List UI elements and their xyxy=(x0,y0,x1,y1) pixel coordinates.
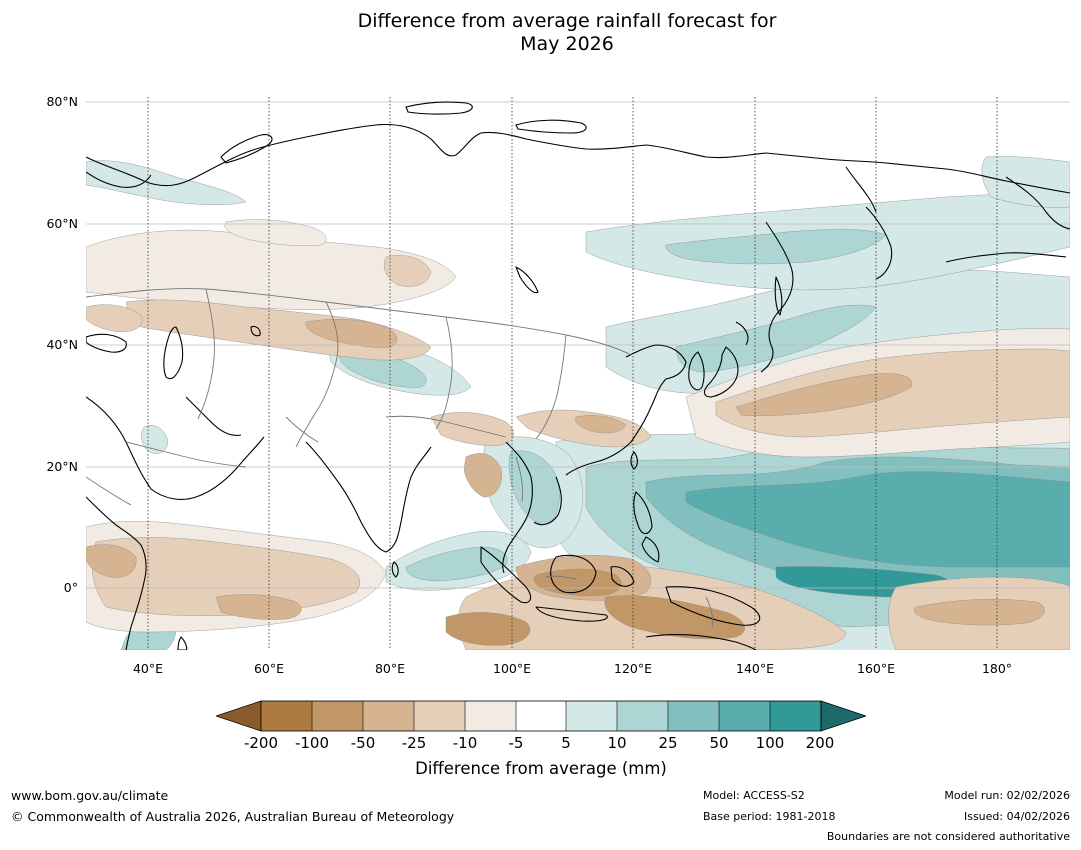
wet-indian-ocean-25 xyxy=(405,546,508,582)
colorbar-bin-6 xyxy=(516,701,566,731)
model-name: Model: ACCESS-S2 xyxy=(703,789,805,802)
colorbar-bin-11 xyxy=(770,701,821,731)
wet-band-pacific-100 xyxy=(685,471,1070,568)
lat-label-80n: 80°N xyxy=(46,94,78,109)
dry-south-china xyxy=(515,409,652,448)
dry-nw-pacific-50 xyxy=(735,373,912,416)
wet-nw-pacific-25 xyxy=(675,304,877,373)
colorbar-tick: -100 xyxy=(294,734,330,752)
country-borders xyxy=(86,288,714,628)
dry-east-africa xyxy=(86,544,137,578)
chart-title: Difference from average rainfall forecas… xyxy=(0,10,1081,56)
copyright-text: © Commonwealth of Australia 2026, Austra… xyxy=(11,809,455,824)
colorbar-tick: -25 xyxy=(401,734,427,752)
gridlines xyxy=(86,101,1070,589)
website-link[interactable]: www.bom.gov.au/climate xyxy=(11,788,169,803)
dry-indonesia-east xyxy=(604,595,745,640)
dry-maritime-continent-100 xyxy=(533,568,622,596)
lon-label-120e: 120°E xyxy=(613,661,653,676)
rainfall-anomaly-map xyxy=(86,97,1070,650)
dry-caspian xyxy=(86,304,143,333)
lon-label-160e: 160°E xyxy=(856,661,896,676)
colorbar-bin-7 xyxy=(566,701,617,731)
colorbar-wet-extreme xyxy=(820,700,866,732)
dry-indian-ocean-25 xyxy=(91,537,361,616)
dry-central-asia-50 xyxy=(305,319,398,348)
lon-label-140e: 140°E xyxy=(735,661,775,676)
colorbar-bin-5 xyxy=(465,701,516,731)
wet-siberia-25 xyxy=(665,229,887,265)
colorbar-tick: 100 xyxy=(755,734,785,752)
dry-myanmar xyxy=(463,453,502,498)
colorbar-tick: -5 xyxy=(508,734,524,752)
lon-label-80e: 80°E xyxy=(374,661,406,676)
colorbar-dry-extreme xyxy=(216,700,262,732)
title-line-1: Difference from average rainfall forecas… xyxy=(357,10,777,32)
colorbar-bin-3 xyxy=(363,701,414,731)
base-period: Base period: 1981-2018 xyxy=(703,810,836,823)
colorbar-tick: -10 xyxy=(452,734,478,752)
colorbar-tick: 25 xyxy=(658,734,678,752)
colorbar xyxy=(216,700,866,732)
colorbar-bin-9 xyxy=(668,701,719,731)
colorbar-tick: -50 xyxy=(350,734,376,752)
lat-label-40n: 40°N xyxy=(46,337,78,352)
lat-label-60n: 60°N xyxy=(46,216,78,231)
lon-label-60e: 60°E xyxy=(253,661,285,676)
colorbar-tick: 200 xyxy=(805,734,835,752)
dry-south-pacific-50 xyxy=(913,599,1045,626)
wet-arctic-2 xyxy=(981,156,1070,208)
model-run-date: Model run: 02/02/2026 xyxy=(944,789,1070,802)
dry-south-china-50 xyxy=(575,415,627,434)
dry-kazakh xyxy=(383,255,432,287)
boundary-disclaimer: Boundaries are not considered authoritat… xyxy=(826,830,1070,843)
dry-siberia-light xyxy=(224,219,327,246)
lon-label-180: 180° xyxy=(981,661,1013,676)
colorbar-tick: 10 xyxy=(607,734,627,752)
meridians xyxy=(147,97,998,650)
issued-date: Issued: 04/02/2026 xyxy=(963,810,1070,823)
lon-label-40e: 40°E xyxy=(132,661,164,676)
title-line-2: May 2026 xyxy=(520,33,614,55)
colorbar-bin-10 xyxy=(719,701,770,731)
dry-indian-ocean-50 xyxy=(215,594,302,620)
wet-arctic xyxy=(86,160,247,206)
colorbar-bin-4 xyxy=(414,701,465,731)
coastlines xyxy=(86,101,1070,650)
colorbar-bin-1 xyxy=(261,701,312,731)
map-svg xyxy=(86,97,1070,650)
wet-arabia-spot xyxy=(141,425,169,454)
lon-label-100e: 100°E xyxy=(492,661,532,676)
colorbar-tick: -200 xyxy=(243,734,279,752)
colorbar-bin-8 xyxy=(617,701,668,731)
lat-label-20n: 20°N xyxy=(46,459,78,474)
lat-label-0: 0° xyxy=(63,580,78,595)
colorbar-label: Difference from average (mm) xyxy=(415,759,667,778)
colorbar-tick: 5 xyxy=(561,734,571,752)
colorbar-tick: 50 xyxy=(709,734,729,752)
colorbar-bin-2 xyxy=(312,701,363,731)
dry-indonesia-west xyxy=(445,612,531,646)
